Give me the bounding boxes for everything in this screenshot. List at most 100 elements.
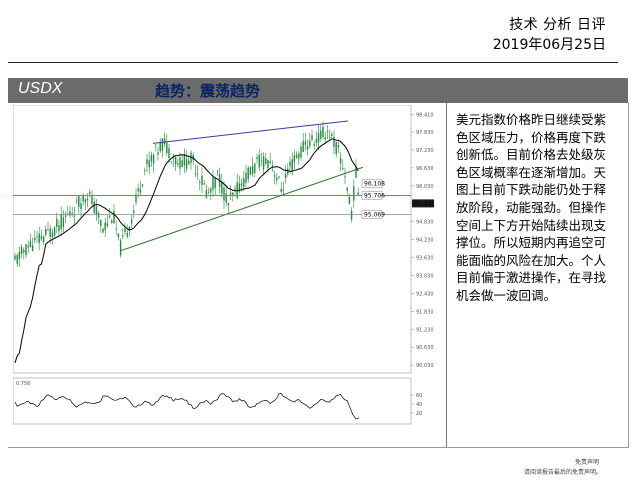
candle-body	[342, 168, 344, 170]
price-axis-label: 91.830	[416, 309, 434, 315]
header-divider	[8, 62, 618, 63]
price-axis-label: 91.230	[416, 327, 434, 333]
candle-body	[18, 251, 21, 260]
candle-body	[71, 213, 73, 215]
candle-body	[311, 135, 313, 140]
candle-body	[309, 140, 311, 147]
candle-body	[152, 154, 155, 164]
candle-body	[14, 255, 16, 260]
candle-body	[276, 177, 278, 181]
candle-body	[111, 220, 113, 223]
candle-body	[58, 225, 60, 232]
candle-body	[326, 130, 329, 132]
candle-body	[40, 236, 43, 239]
candle-body	[254, 163, 256, 174]
candle-body	[339, 157, 342, 164]
candle-body	[82, 194, 84, 202]
candle-body	[280, 189, 282, 193]
candle-body	[185, 159, 188, 169]
price-axis-label: 90.630	[416, 345, 434, 351]
candle-body	[245, 172, 247, 183]
candle-body	[108, 215, 111, 218]
candle-body	[289, 161, 291, 167]
candle-body	[247, 167, 249, 180]
candle-body	[75, 200, 78, 202]
rising-support-trendline	[119, 166, 364, 252]
oscillator-axis-label: 20	[416, 411, 422, 417]
candle-body	[80, 202, 82, 210]
candle-body	[23, 250, 25, 253]
candlestick-series	[14, 121, 359, 267]
candle-body	[291, 159, 293, 171]
candle-body	[234, 188, 236, 190]
candle-body	[106, 223, 109, 227]
candle-body	[161, 138, 164, 151]
candle-body	[315, 138, 318, 143]
candle-body	[267, 160, 269, 168]
candle-body	[157, 152, 159, 155]
candle-body	[203, 183, 205, 185]
candle-body	[350, 210, 353, 220]
candle-body	[232, 192, 234, 195]
candle-body	[84, 199, 87, 203]
column-divider	[446, 103, 447, 447]
candle-body	[45, 228, 47, 236]
price-axis-label: 96.030	[416, 184, 434, 190]
candle-body	[269, 161, 271, 164]
candle-body	[229, 192, 232, 195]
candle-body	[95, 206, 98, 215]
candle-body	[16, 255, 18, 264]
candle-body	[53, 226, 56, 236]
current-price-tag-box	[412, 199, 434, 208]
candle-body	[177, 162, 179, 165]
candle-body	[126, 232, 128, 237]
candle-body	[128, 226, 131, 231]
candle-body	[174, 156, 177, 165]
candle-body	[238, 183, 241, 192]
candle-body	[78, 195, 80, 207]
candle-body	[216, 170, 219, 172]
candle-body	[56, 218, 58, 227]
candle-body	[335, 141, 337, 154]
candle-body	[124, 228, 126, 233]
candle-body	[62, 218, 65, 227]
candle-body	[249, 167, 252, 175]
candle-body	[139, 189, 142, 193]
candle-body	[150, 155, 153, 162]
candle-body	[273, 175, 276, 177]
candle-body	[135, 194, 137, 203]
analysis-commentary: 美元指数价格昨日继续受紫色区域压力，价格再度下跌创新低。目前价格去处级灰色区域概…	[456, 112, 607, 303]
candle-body	[324, 137, 326, 140]
oscillator-panel: 0.756 60 40 20	[14, 381, 422, 420]
price-axis-label: 92.430	[416, 291, 434, 297]
candle-body	[205, 189, 208, 198]
candle-body	[144, 170, 146, 172]
price-axis-label: 96.630	[416, 166, 434, 172]
candle-body	[49, 228, 51, 238]
candle-body	[199, 182, 201, 183]
candle-body	[146, 159, 148, 165]
candle-body	[357, 192, 359, 195]
candle-body	[188, 160, 190, 165]
candle-body	[243, 178, 245, 187]
price-level-tag-box	[361, 210, 383, 219]
candle-body	[313, 143, 315, 146]
candle-body	[298, 153, 300, 159]
content-frame	[8, 103, 629, 448]
price-level-tag-box	[361, 191, 383, 200]
price-level-tags: 96.108 95.706 95.069 95.441	[361, 179, 435, 219]
candle-body	[225, 193, 227, 203]
price-axis-label: 94.230	[416, 238, 434, 244]
candle-body	[141, 184, 144, 186]
candle-body	[104, 222, 106, 231]
candle-body	[282, 189, 285, 191]
candle-body	[27, 245, 29, 248]
trend-label: 趋势：震荡趋势	[155, 82, 261, 100]
candle-body	[159, 141, 161, 151]
disclaimer-title: 免责声明	[574, 459, 599, 466]
price-axis-label: 94.830	[416, 220, 434, 226]
candle-body	[148, 160, 150, 168]
price-chart: 98.41097.83097.23096.63096.03095.43094.8…	[13, 105, 445, 447]
candle-body	[137, 188, 139, 192]
oscillator-axis-label: 40	[416, 402, 422, 408]
